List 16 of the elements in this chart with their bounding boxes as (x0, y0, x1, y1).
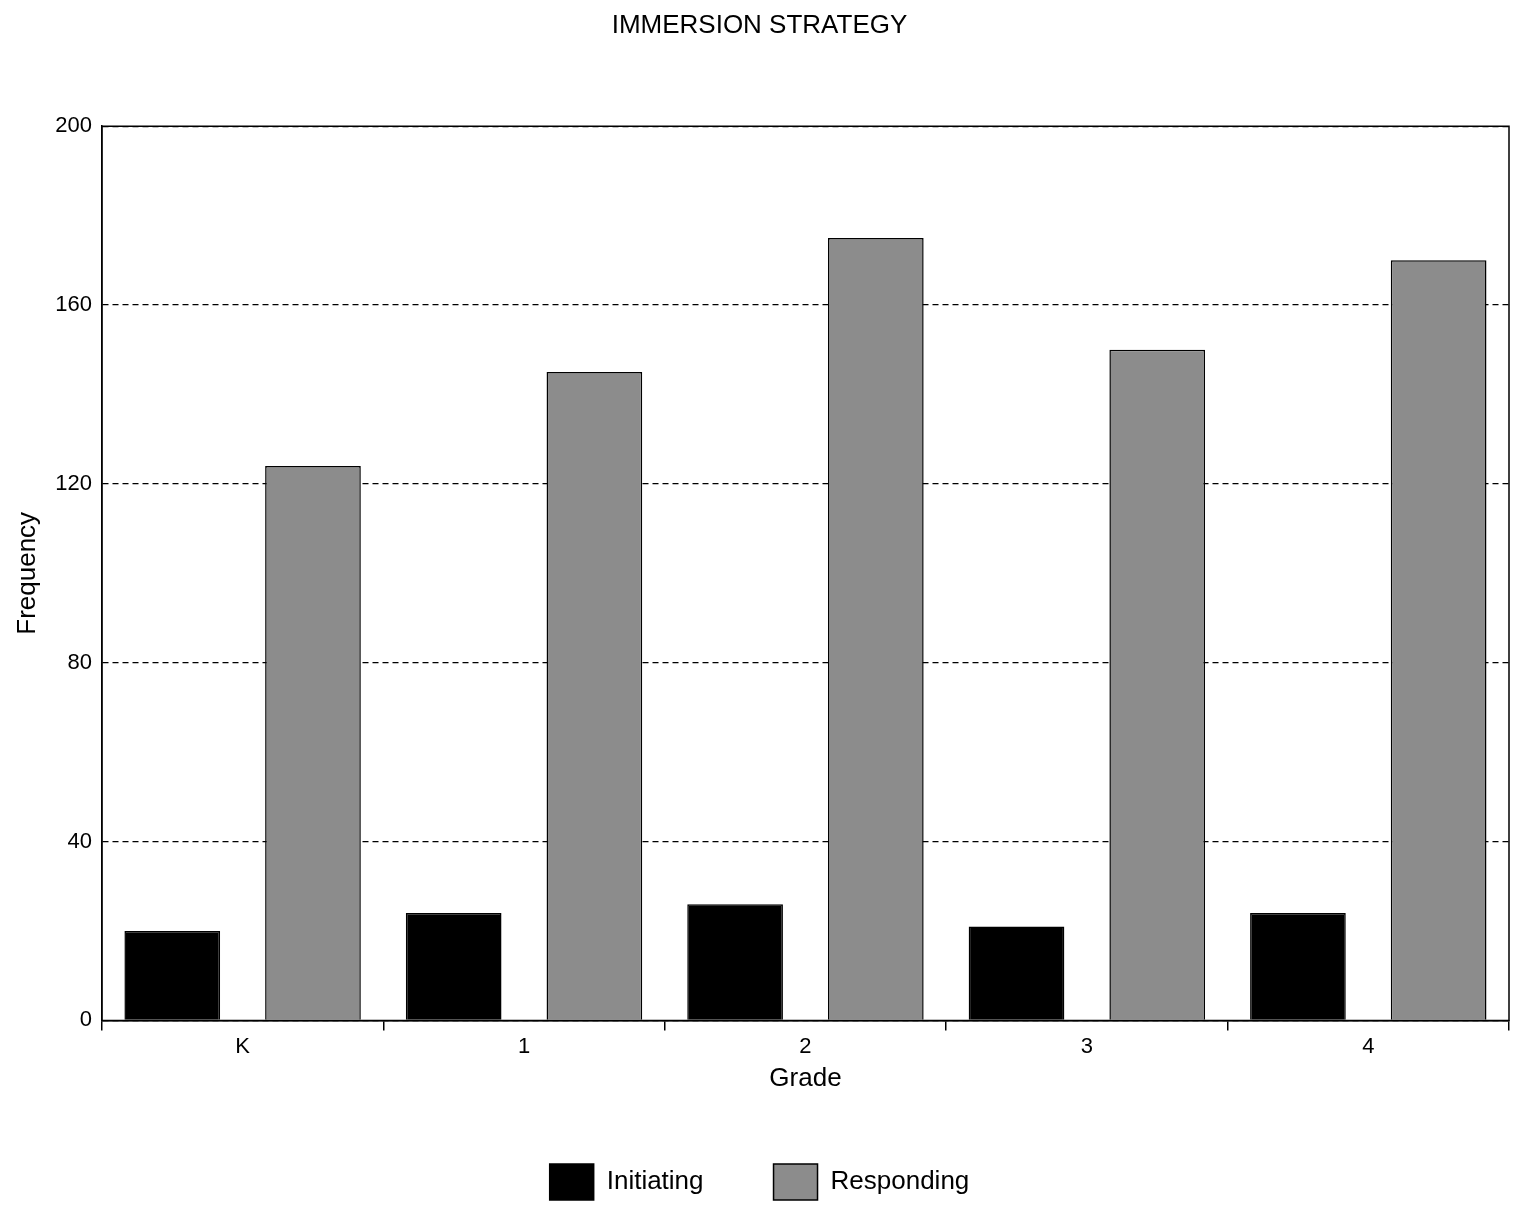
x-axis-title: Grade (769, 1061, 842, 1092)
x-tick-label: 4 (1362, 1032, 1375, 1058)
y-tick-label: 160 (55, 291, 92, 317)
y-tick-label: 120 (55, 469, 92, 495)
x-tick-label: 2 (799, 1032, 812, 1058)
x-tick-label: K (235, 1032, 251, 1058)
y-axis-title: Frequency (10, 511, 41, 635)
legend-label: Initiating (606, 1165, 704, 1196)
y-tick-label: 200 (55, 112, 92, 138)
y-tick-label: 40 (67, 827, 92, 853)
x-tick-label: 1 (517, 1032, 531, 1058)
y-tick-label: 0 (79, 1006, 92, 1032)
chart-title: IMMERSION STRATEGY (611, 8, 908, 39)
y-tick-label: 80 (67, 648, 92, 674)
legend-label: Responding (830, 1165, 970, 1196)
x-tick-label: 3 (1080, 1032, 1093, 1058)
